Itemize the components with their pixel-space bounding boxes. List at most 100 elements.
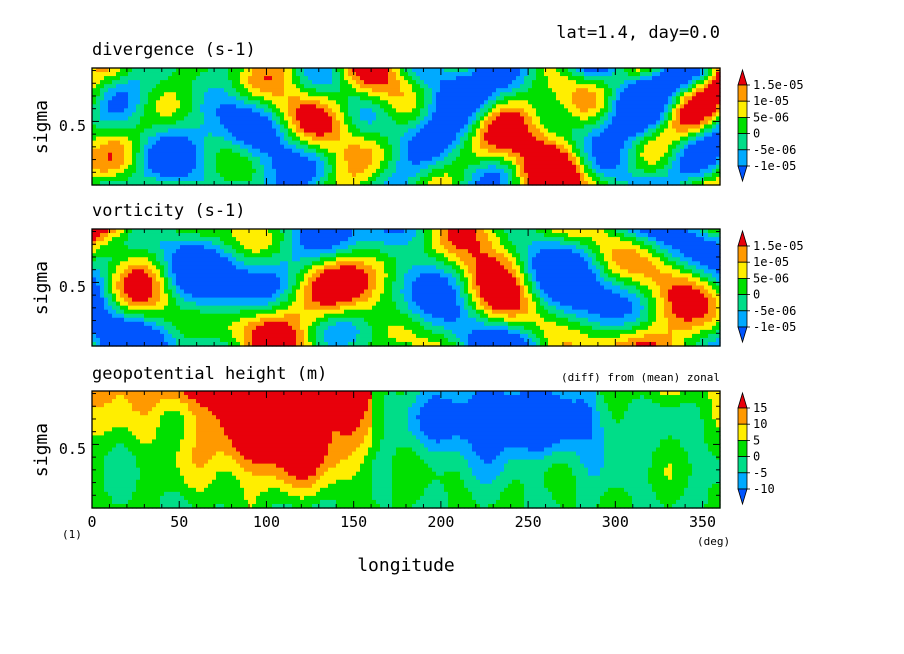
heatmap-cell	[708, 140, 713, 146]
heatmap-cell	[476, 136, 481, 142]
heatmap-cell	[508, 132, 513, 138]
heatmap-cell	[160, 100, 165, 105]
heatmap-cell	[712, 72, 717, 77]
heatmap-cell	[316, 168, 321, 174]
heatmap-cell	[360, 120, 365, 126]
heatmap-cell	[208, 88, 213, 93]
heatmap-cell	[660, 160, 665, 166]
heatmap-cell	[444, 72, 449, 77]
heatmap-cells	[92, 68, 721, 186]
heatmap-cell	[156, 68, 161, 73]
heatmap-cell	[372, 108, 377, 113]
heatmap-cell	[292, 164, 297, 170]
heatmap-cell	[324, 68, 329, 73]
heatmap-cell	[336, 156, 341, 162]
heatmap-cell	[244, 136, 249, 142]
heatmap-cell	[548, 172, 553, 178]
heatmap-cell	[452, 96, 457, 101]
heatmap-cell	[580, 172, 585, 178]
heatmap-cell	[668, 68, 673, 73]
heatmap-cell	[608, 156, 613, 162]
heatmap-cell	[232, 152, 237, 158]
heatmap-cell	[196, 156, 201, 162]
heatmap-cell	[444, 156, 449, 162]
heatmap-cell	[704, 120, 709, 126]
heatmap-cell	[644, 104, 649, 109]
heatmap-cell	[120, 112, 125, 118]
heatmap-cell	[124, 333, 129, 339]
heatmap-cell	[452, 68, 457, 73]
heatmap-cell	[688, 72, 693, 77]
heatmap-cell	[144, 84, 149, 89]
heatmap-cell	[384, 80, 389, 85]
heatmap-cell	[304, 84, 309, 89]
heatmap-cell	[328, 152, 333, 158]
heatmap-cell	[548, 160, 553, 166]
heatmap-cell	[676, 76, 681, 81]
heatmap-cell	[132, 136, 137, 142]
heatmap-cell	[108, 337, 113, 343]
heatmap-cell	[284, 84, 289, 89]
heatmap-cell	[292, 72, 297, 77]
heatmap-cell	[704, 136, 709, 142]
heatmap-cell	[196, 128, 201, 134]
heatmap-cell	[140, 132, 145, 138]
heatmap-cell	[356, 84, 361, 89]
heatmap-cell	[168, 172, 173, 178]
heatmap-cell	[104, 180, 109, 186]
heatmap-cell	[340, 152, 345, 158]
heatmap-cell	[632, 156, 637, 162]
heatmap-cell	[240, 168, 245, 174]
heatmap-cell	[92, 261, 97, 266]
heatmap-cell	[544, 168, 549, 174]
heatmap-cell	[704, 68, 709, 73]
heatmap-cell	[408, 120, 413, 126]
heatmap-cell	[692, 136, 697, 142]
heatmap-cell	[372, 88, 377, 93]
heatmap-cell	[128, 321, 133, 327]
heatmap-cell	[476, 116, 481, 122]
heatmap-cell	[592, 100, 597, 105]
heatmap-cell	[680, 88, 685, 93]
heatmap-cell	[116, 305, 121, 311]
heatmap-cell	[388, 164, 393, 170]
heatmap-cell	[372, 80, 377, 85]
heatmap-cell	[108, 245, 113, 250]
heatmap-cell	[320, 176, 325, 182]
heatmap-cell	[196, 180, 201, 186]
heatmap-cell	[596, 116, 601, 122]
heatmap-cell	[612, 132, 617, 138]
heatmap-cell	[636, 72, 641, 77]
heatmap-cell	[704, 160, 709, 166]
heatmap-cell	[268, 108, 273, 113]
heatmap-cell	[508, 96, 513, 101]
heatmap-cell	[584, 100, 589, 105]
heatmap-cell	[136, 120, 141, 126]
heatmap-cell	[108, 257, 113, 262]
heatmap-cell	[596, 76, 601, 81]
heatmap-cell	[340, 180, 345, 186]
heatmap-cell	[324, 104, 329, 109]
heatmap-cell	[412, 156, 417, 162]
heatmap-cell	[644, 140, 649, 146]
heatmap-cell	[240, 76, 245, 81]
heatmap-cell	[528, 124, 533, 130]
heatmap-cell	[440, 96, 445, 101]
heatmap-cell	[444, 132, 449, 138]
heatmap-cell	[704, 176, 709, 182]
heatmap-cell	[384, 84, 389, 89]
heatmap-cell	[668, 92, 673, 97]
heatmap-cell	[236, 140, 241, 146]
heatmap-cell	[288, 112, 293, 118]
heatmap-cell	[524, 96, 529, 101]
heatmap-cell	[348, 160, 353, 166]
heatmap-cell	[628, 156, 633, 162]
heatmap-cell	[196, 96, 201, 101]
heatmap-cell	[348, 168, 353, 174]
heatmap-cell	[428, 140, 433, 146]
heatmap-cell	[168, 156, 173, 162]
heatmap-cell	[240, 176, 245, 182]
heatmap-cell	[148, 96, 153, 101]
heatmap-cell	[452, 168, 457, 174]
heatmap-cell	[564, 100, 569, 105]
